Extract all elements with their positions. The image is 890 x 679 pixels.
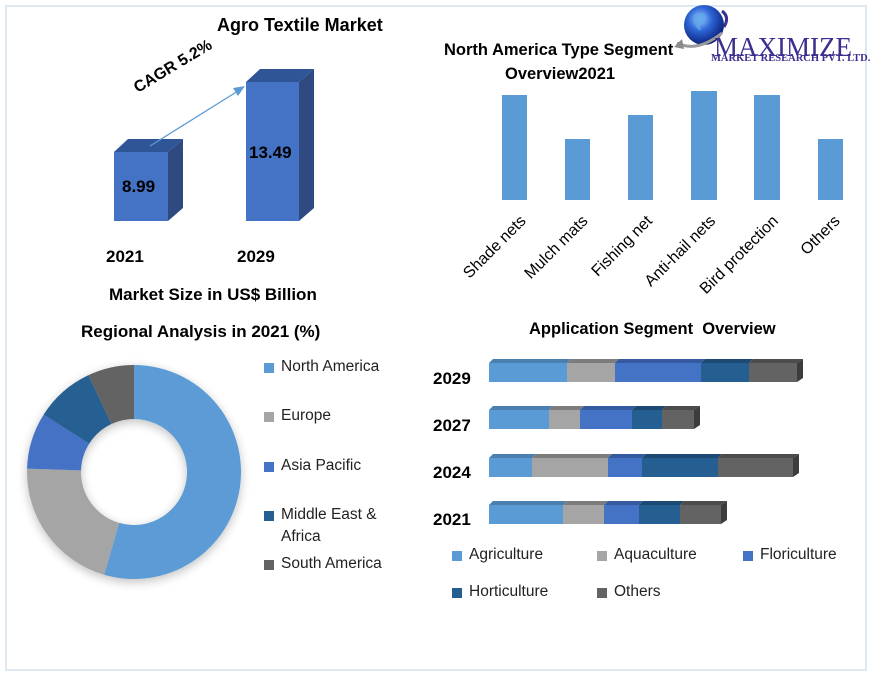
legend-swatch bbox=[743, 551, 753, 561]
logo-name: MAXIMIZE bbox=[714, 32, 852, 62]
bar-2021 bbox=[114, 139, 183, 221]
maximize-logo: MAXIMIZE MARKET RESEARCH PVT. LTD. bbox=[672, 3, 871, 65]
market-size-caption: Market Size in US$ Billion bbox=[109, 285, 317, 304]
legend-label: South America bbox=[281, 555, 382, 572]
legend-swatch bbox=[264, 560, 274, 570]
legend-asia-pacific: Asia Pacific bbox=[264, 457, 361, 475]
stack-2027 bbox=[489, 406, 700, 429]
legend-label: North America bbox=[281, 358, 380, 375]
market-title: Agro Textile Market bbox=[217, 15, 383, 35]
infographic-frame bbox=[5, 5, 867, 671]
legend-aquaculture: Aquaculture bbox=[597, 546, 697, 564]
legend-agriculture: Agriculture bbox=[452, 546, 543, 564]
market-size-3d-bars bbox=[114, 69, 314, 221]
type-segment-bar-chart bbox=[502, 91, 843, 200]
bar-shade-nets bbox=[502, 95, 527, 200]
legend-swatch bbox=[452, 588, 462, 598]
year-label-2021-app: 2021 bbox=[433, 510, 471, 529]
slice-south-america bbox=[88, 365, 134, 425]
cagr-arrow bbox=[149, 86, 245, 147]
logo-tagline: MARKET RESEARCH PVT. LTD. bbox=[711, 53, 871, 64]
application-title: Application Segment Overview bbox=[529, 320, 776, 338]
type-segment-title-line1: North America Type Segment bbox=[444, 41, 674, 59]
year-label-2027-app: 2027 bbox=[433, 416, 471, 435]
legend-swatch bbox=[264, 412, 274, 422]
year-label-2029: 2029 bbox=[237, 247, 275, 266]
bar-mulch-mats bbox=[565, 139, 590, 200]
legend-label: Middle East & Africa bbox=[281, 504, 377, 548]
legend-label: Aquaculture bbox=[614, 546, 697, 563]
globe-icon bbox=[674, 5, 729, 49]
bar-bird-protection bbox=[754, 95, 780, 200]
slice-asia-pacific bbox=[27, 414, 90, 471]
legend-label: Agriculture bbox=[469, 546, 544, 563]
legend-south-america: South America bbox=[264, 555, 382, 573]
legend-label: Others bbox=[614, 583, 661, 600]
application-stacked-bar-chart bbox=[489, 359, 803, 524]
legend-horticulture: Horticulture bbox=[452, 583, 548, 601]
slice-north-america bbox=[104, 365, 241, 579]
bar-value-2029: 13.49 bbox=[249, 143, 292, 162]
stack-2021 bbox=[489, 501, 727, 524]
legend-label-line2: Africa bbox=[281, 528, 321, 545]
bar-others bbox=[818, 139, 843, 200]
legend-others: Others bbox=[597, 583, 661, 601]
legend-label: Europe bbox=[281, 407, 331, 424]
bar-2029 bbox=[246, 69, 314, 221]
legend-swatch bbox=[264, 511, 274, 521]
bar-value-2021: 8.99 bbox=[122, 177, 156, 196]
regional-donut-chart bbox=[26, 365, 241, 579]
legend-middle-east-africa: Middle East & Africa bbox=[264, 506, 377, 548]
legend-label-line1: Middle East & bbox=[281, 506, 377, 523]
legend-floriculture: Floriculture bbox=[743, 546, 837, 564]
bar-fishing-net bbox=[628, 115, 653, 200]
legend-label: Asia Pacific bbox=[281, 457, 362, 474]
slice-middle-east-africa bbox=[43, 375, 112, 444]
legend-europe: Europe bbox=[264, 407, 331, 425]
legend-swatch bbox=[264, 462, 274, 472]
year-label-2029-app: 2029 bbox=[433, 369, 471, 388]
legend-swatch bbox=[597, 588, 607, 598]
legend-swatch bbox=[264, 363, 274, 373]
slice-europe bbox=[26, 468, 120, 575]
stack-2024 bbox=[489, 454, 799, 477]
legend-label: Floriculture bbox=[760, 546, 837, 563]
legend-label: Horticulture bbox=[469, 583, 549, 600]
bar-anti-hail-nets bbox=[691, 91, 717, 200]
type-segment-title-line2: Overview2021 bbox=[505, 65, 616, 83]
regional-title: Regional Analysis in 2021 (%) bbox=[81, 322, 321, 341]
legend-swatch bbox=[452, 551, 462, 561]
year-label-2021: 2021 bbox=[106, 247, 144, 266]
year-label-2024-app: 2024 bbox=[433, 463, 471, 482]
stack-2029 bbox=[489, 359, 803, 382]
legend-swatch bbox=[597, 551, 607, 561]
legend-north-america: North America bbox=[264, 358, 379, 376]
